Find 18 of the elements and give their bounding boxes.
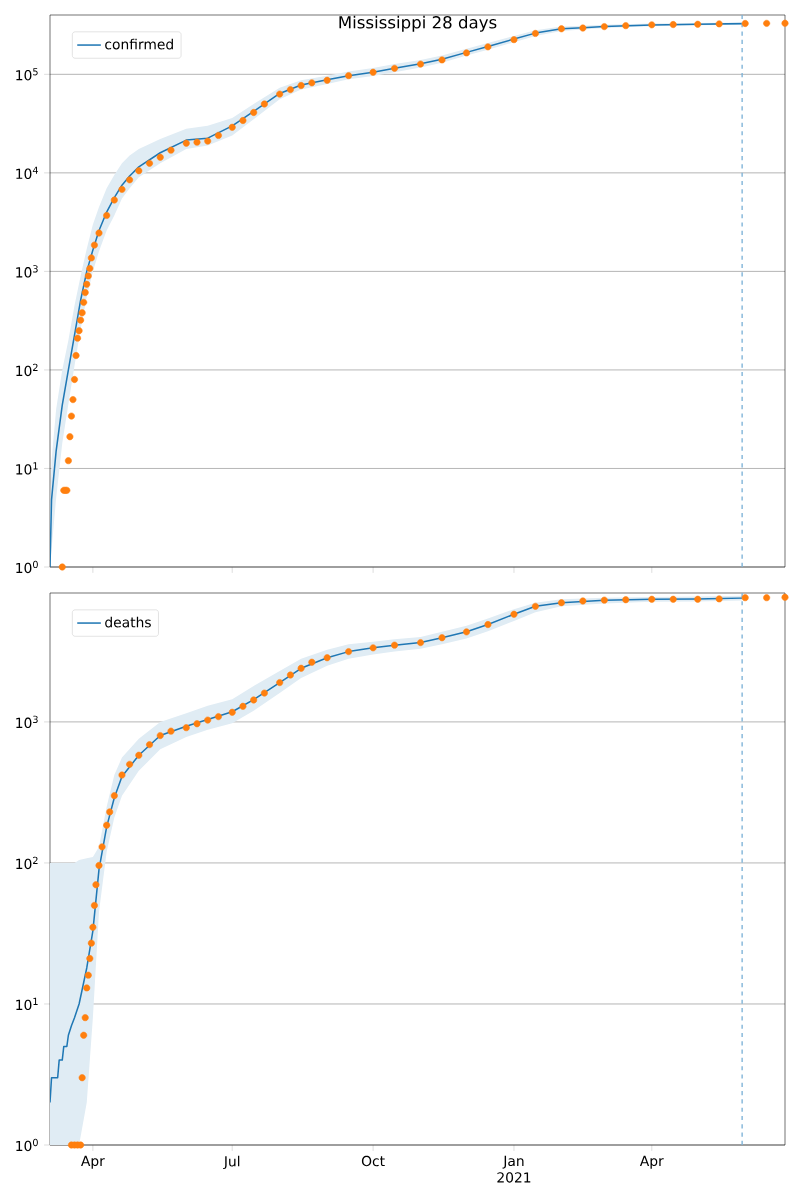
x-tick-label: Jul [223,1155,240,1170]
legend-label: confirmed [105,38,173,50]
y-tick-label: 10$^{2}$ [16,363,38,377]
x-tick-label: Jan 2021 [497,1155,531,1183]
y-tick-label: 10$^{5}$ [16,68,38,81]
y-tick-label: 10$^{0}$ [16,1138,38,1152]
y-tick-label: 10$^{2}$ [16,856,38,870]
y-tick-label: 10$^{4}$ [16,166,38,179]
y-tick-label: 10$^{1}$ [16,997,38,1011]
legend-label: deaths [105,616,151,628]
y-tick-label: 10$^{1}$ [16,462,38,475]
chart-title: Mississippi 28 days [339,15,497,32]
x-tick-label: Apr [81,1155,105,1169]
y-tick-label: 10$^{3}$ [16,265,38,278]
y-tick-label: 10$^{3}$ [16,715,38,729]
x-tick-label: Oct [361,1155,385,1167]
x-tick-label: Apr [639,1155,664,1169]
y-tick-label: 10$^{0}$ [16,560,38,574]
